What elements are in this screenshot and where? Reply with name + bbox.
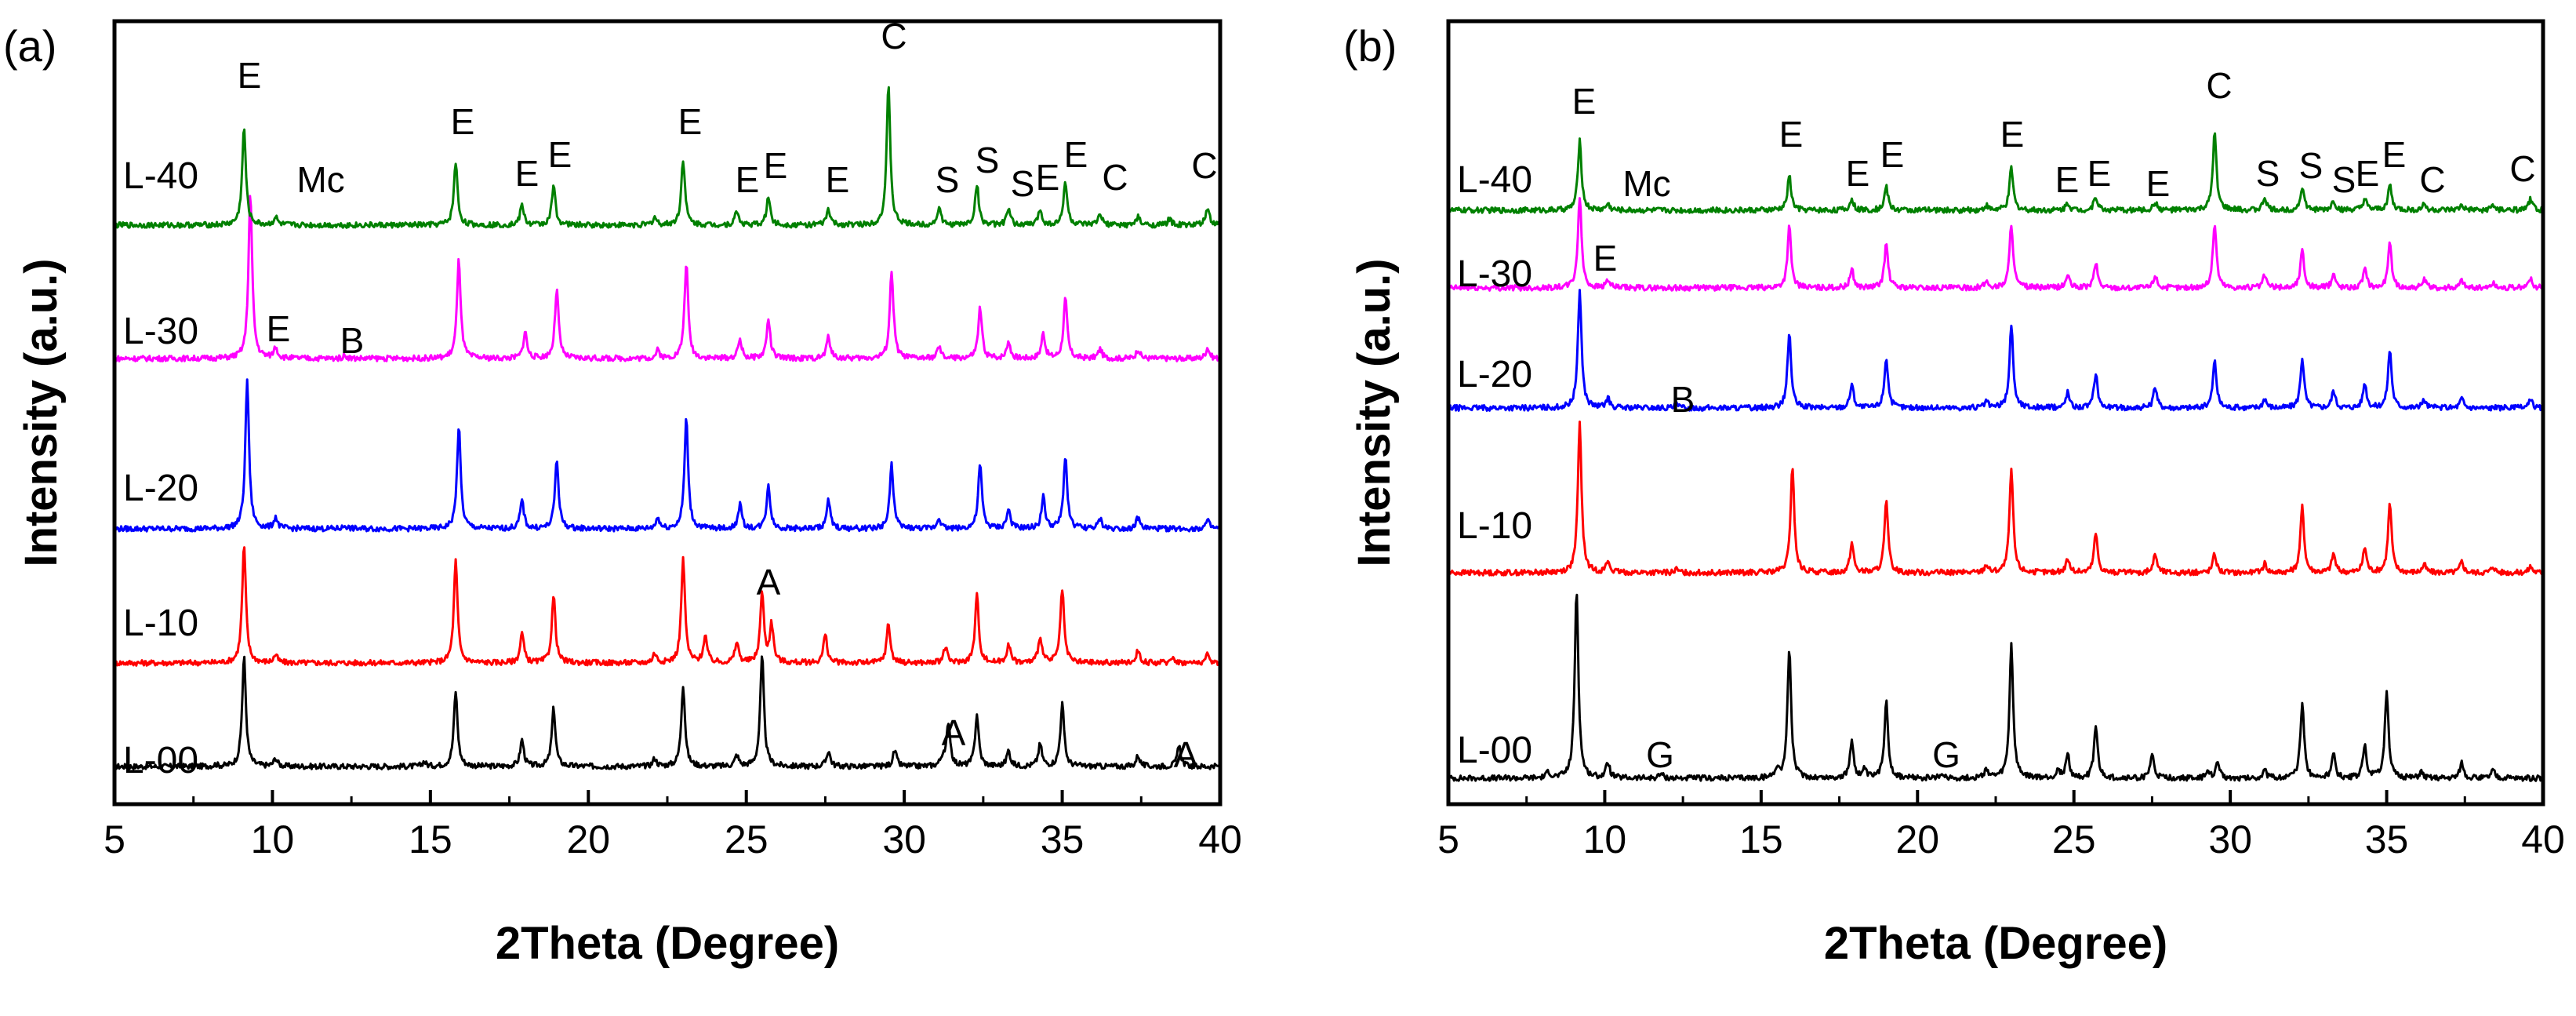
- sample-label-l10: L-10: [123, 603, 198, 644]
- series-line-l-00: [114, 655, 1221, 770]
- series-line-l-30: [114, 195, 1221, 362]
- peak-label: A: [1174, 734, 1198, 775]
- peak-label: E: [1593, 238, 1618, 279]
- peak-label: S: [936, 159, 960, 200]
- x-tick-label: 5: [1437, 818, 1459, 861]
- peak-label: B: [1671, 379, 1695, 420]
- peak-label: E: [238, 55, 262, 96]
- sample-label-l40: L-40: [1457, 159, 1532, 201]
- series-line-l-00: [1447, 593, 2543, 782]
- series-line-l-20: [113, 378, 1221, 533]
- x-tick-label: 20: [566, 818, 610, 861]
- panel-a-ylabel: Intensity (a.u.): [16, 258, 67, 566]
- x-tick-label: 5: [104, 818, 125, 861]
- panel-a: (a) 5 10 15 20 25 30 35 40 2Theta (Degree) Inte…: [3, 16, 1242, 969]
- panel-a-frame: [112, 19, 1223, 807]
- peak-label: E: [1846, 153, 1870, 194]
- panel-b-xlabel: 2Theta (Degree): [1824, 918, 2167, 969]
- x-tick-label: 15: [1739, 818, 1783, 861]
- panel-a-xlabel: 2Theta (Degree): [496, 918, 839, 969]
- series-line-l-40: [113, 86, 1221, 229]
- peak-label: E: [2146, 163, 2171, 204]
- series-line-l-10: [1447, 421, 2543, 577]
- peak-label: E: [2087, 153, 2112, 194]
- peak-label: E: [2382, 134, 2407, 175]
- peak-label: C: [2509, 148, 2535, 189]
- peak-label: E: [1880, 134, 1905, 175]
- peak-label: E: [2055, 159, 2080, 200]
- peak-label: E: [826, 159, 850, 200]
- peak-label: E: [736, 159, 760, 200]
- peak-label: S: [2332, 159, 2356, 200]
- peak-label: C: [881, 16, 907, 56]
- x-tick-label: 10: [251, 818, 295, 861]
- sample-label-l20: L-20: [123, 468, 198, 509]
- series-line-l-40: [1447, 132, 2544, 214]
- peak-label: C: [1191, 145, 1217, 186]
- peak-label: E: [2000, 114, 2025, 155]
- x-tick-label: 20: [1895, 818, 1939, 861]
- sample-label-l00: L-00: [1457, 730, 1532, 771]
- sample-label-l10: L-10: [1457, 505, 1532, 547]
- peak-label: S: [2299, 145, 2323, 186]
- peak-label: G: [1932, 734, 1960, 775]
- peak-label: E: [451, 101, 475, 142]
- series-line-l-20: [1448, 289, 2543, 412]
- peak-label: Mc: [1622, 163, 1670, 204]
- panel-b-ylabel: Intensity (a.u.): [1349, 258, 1400, 566]
- peak-label: A: [942, 712, 966, 753]
- x-tick-label: 40: [2521, 818, 2565, 861]
- peak-label: E: [1036, 157, 1060, 198]
- peak-label: S: [2256, 153, 2280, 194]
- panel-a-ticks: 5 10 15 20 25 30 35 40: [104, 790, 1242, 861]
- sample-label-l30: L-30: [1457, 253, 1532, 295]
- peak-label: E: [764, 145, 788, 186]
- x-tick-label: 15: [409, 818, 452, 861]
- panel-a-series: [113, 86, 1221, 770]
- peak-label: G: [1646, 734, 1674, 775]
- peak-label: C: [1102, 157, 1128, 198]
- panel-b-ticks: 5 10 15 20 25 30 35 40: [1437, 790, 2565, 861]
- x-tick-label: 35: [1041, 818, 1085, 861]
- peak-label: E: [1779, 114, 1804, 155]
- panel-b: (b) 5 10 15 20 25 30 35 40 2Theta (Degree) Inte…: [1343, 19, 2565, 969]
- x-tick-label: 25: [725, 818, 768, 861]
- peak-label: E: [515, 153, 540, 194]
- panel-label-b: (b): [1343, 21, 1397, 71]
- sample-label-l40: L-40: [123, 155, 198, 197]
- peak-label: Mc: [296, 159, 344, 200]
- sample-label-l20: L-20: [1457, 354, 1532, 395]
- sample-label-l30: L-30: [123, 311, 198, 352]
- x-tick-label: 30: [882, 818, 926, 861]
- x-tick-label: 35: [2365, 818, 2409, 861]
- panel-b-series: [1447, 132, 2544, 782]
- peak-label: E: [678, 101, 703, 142]
- series-line-l-10: [113, 546, 1221, 667]
- peak-label: B: [340, 320, 365, 361]
- x-tick-label: 25: [2052, 818, 2096, 861]
- peak-label: E: [548, 134, 572, 175]
- x-tick-label: 10: [1583, 818, 1627, 861]
- peak-label: A: [757, 562, 781, 603]
- peak-label: E: [2356, 153, 2380, 194]
- peak-label: E: [267, 308, 291, 349]
- peak-label: S: [976, 140, 1000, 180]
- panel-label-a: (a): [3, 21, 56, 71]
- x-tick-label: 40: [1198, 818, 1242, 861]
- panel-b-frame: [1446, 19, 2545, 807]
- x-tick-label: 30: [2208, 818, 2252, 861]
- peak-label: S: [1011, 163, 1035, 204]
- sample-label-l00: L-00: [123, 740, 198, 781]
- peak-label: E: [1572, 81, 1597, 122]
- peak-label: E: [1064, 134, 1088, 175]
- peak-label: C: [2419, 159, 2445, 200]
- peak-label: C: [2206, 65, 2232, 106]
- series-line-l-30: [1447, 197, 2543, 292]
